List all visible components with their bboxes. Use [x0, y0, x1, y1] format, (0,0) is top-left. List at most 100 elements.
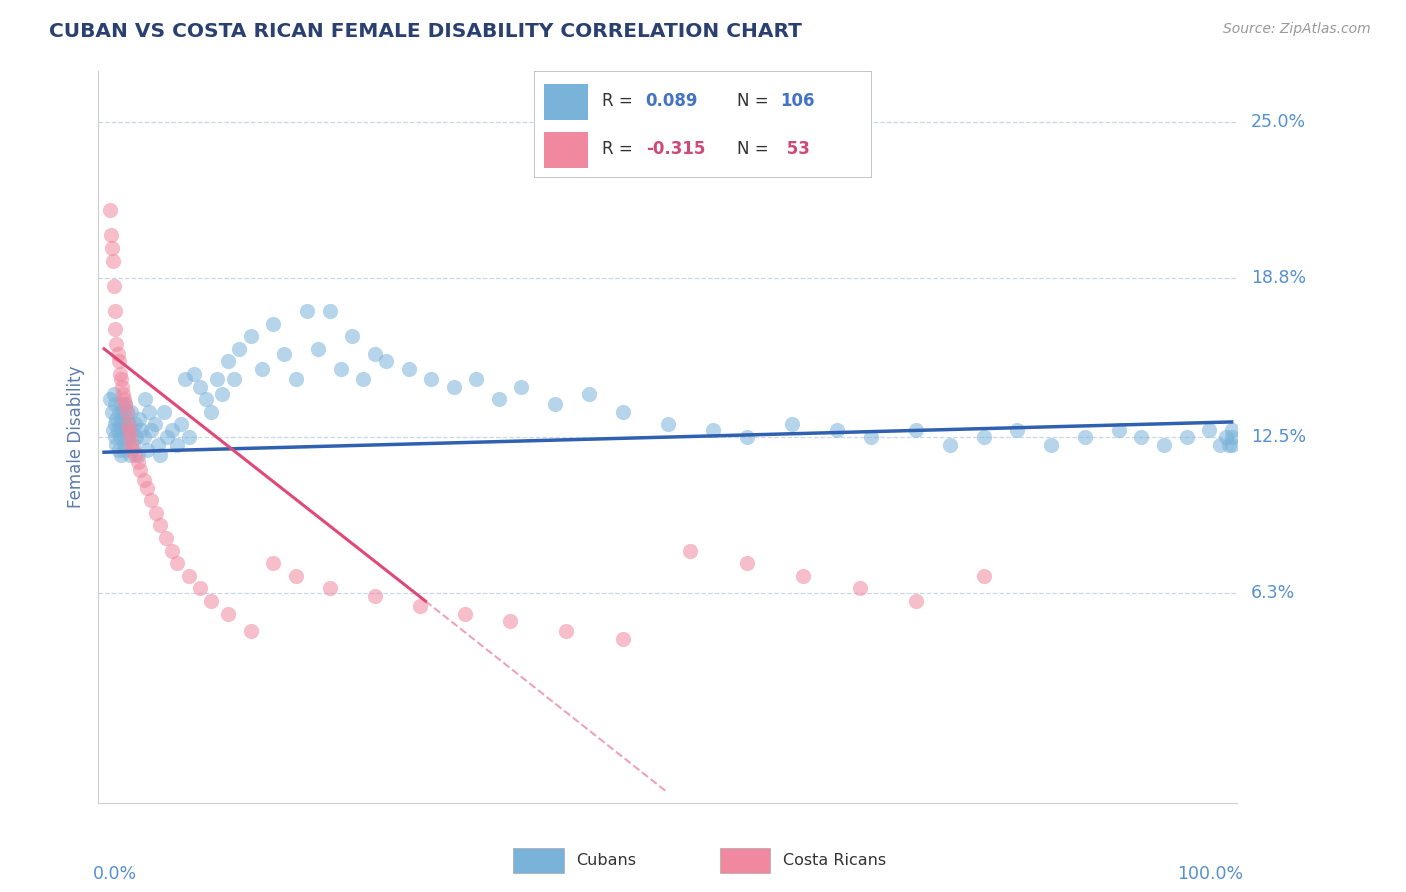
Point: [107, 423, 129, 437]
Point: [1215, 430, 1237, 444]
Point: [544, 397, 567, 411]
Point: [228, 342, 250, 356]
Text: R =: R =: [602, 93, 633, 111]
Point: [454, 607, 477, 621]
Point: [101, 405, 124, 419]
Point: [973, 569, 995, 583]
Point: [177, 569, 200, 583]
Text: 25.0%: 25.0%: [1251, 112, 1306, 131]
Point: [105, 437, 128, 451]
Point: [1108, 423, 1130, 437]
Point: [239, 329, 262, 343]
Point: [124, 448, 146, 462]
Point: [1218, 437, 1240, 451]
Point: [115, 423, 138, 437]
Point: [205, 372, 228, 386]
Point: [904, 594, 927, 608]
Point: [110, 397, 132, 411]
Point: [262, 317, 284, 331]
Point: [183, 367, 205, 381]
Point: [239, 624, 262, 639]
Point: [107, 354, 129, 368]
Point: [122, 437, 145, 451]
Point: [129, 423, 152, 437]
Text: N =: N =: [737, 141, 768, 159]
Point: [284, 372, 307, 386]
Text: Source: ZipAtlas.com: Source: ZipAtlas.com: [1223, 22, 1371, 37]
Point: [104, 430, 127, 444]
Point: [108, 417, 131, 432]
Point: [132, 430, 155, 444]
Point: [859, 430, 882, 444]
Point: [295, 304, 318, 318]
Point: [578, 387, 600, 401]
Text: R =: R =: [602, 141, 633, 159]
Point: [1175, 430, 1198, 444]
Text: 6.3%: 6.3%: [1251, 584, 1295, 602]
Point: [612, 632, 634, 646]
Text: N =: N =: [737, 93, 768, 111]
Point: [166, 556, 188, 570]
Point: [148, 437, 170, 451]
Point: [127, 455, 149, 469]
Point: [120, 405, 142, 419]
Point: [141, 423, 163, 437]
Point: [1007, 423, 1029, 437]
Point: [194, 392, 217, 407]
Point: [657, 417, 679, 432]
Point: [160, 543, 183, 558]
Point: [363, 347, 385, 361]
Point: [166, 437, 188, 451]
Point: [117, 417, 139, 432]
Text: 106: 106: [780, 93, 815, 111]
Point: [222, 372, 245, 386]
Point: [284, 569, 307, 583]
Point: [118, 430, 141, 444]
Point: [108, 367, 131, 381]
Point: [124, 417, 146, 432]
Point: [107, 405, 129, 419]
Point: [103, 387, 125, 401]
Point: [111, 379, 134, 393]
Point: [848, 582, 870, 596]
Point: [375, 354, 398, 368]
Point: [188, 582, 211, 596]
Point: [145, 506, 167, 520]
Point: [107, 442, 129, 457]
Text: -0.315: -0.315: [645, 141, 704, 159]
Point: [612, 405, 634, 419]
Point: [792, 569, 814, 583]
Point: [398, 362, 420, 376]
Point: [107, 347, 129, 361]
Point: [105, 336, 128, 351]
Point: [340, 329, 363, 343]
FancyBboxPatch shape: [534, 71, 872, 178]
FancyBboxPatch shape: [513, 848, 564, 873]
Point: [352, 372, 374, 386]
Point: [129, 463, 152, 477]
Point: [250, 362, 273, 376]
Point: [118, 417, 141, 432]
Point: [825, 423, 848, 437]
Point: [101, 253, 124, 268]
Point: [780, 417, 803, 432]
Point: [211, 387, 233, 401]
Point: [104, 321, 127, 335]
Point: [100, 228, 122, 243]
Point: [101, 241, 124, 255]
FancyBboxPatch shape: [720, 848, 770, 873]
Point: [1220, 423, 1243, 437]
Point: [112, 430, 135, 444]
Point: [114, 437, 136, 451]
Point: [132, 473, 155, 487]
Point: [103, 278, 125, 293]
Point: [904, 423, 927, 437]
Point: [329, 362, 352, 376]
Point: [1074, 430, 1097, 444]
Point: [110, 448, 132, 462]
Point: [111, 412, 134, 426]
Point: [318, 304, 340, 318]
Point: [188, 379, 211, 393]
Point: [1153, 437, 1175, 451]
Point: [141, 493, 163, 508]
